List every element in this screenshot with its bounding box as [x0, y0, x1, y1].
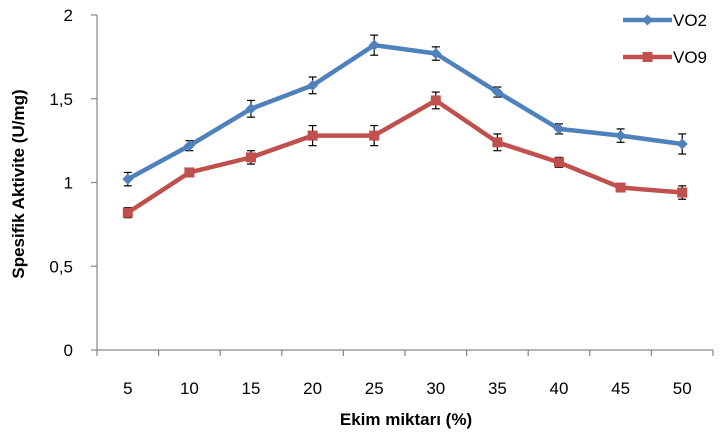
data-point [554, 157, 564, 168]
x-tick-label: 15 [242, 379, 261, 398]
data-point [491, 86, 503, 98]
data-point [246, 152, 256, 163]
y-tick-label: 1 [64, 174, 73, 193]
y-tick-label: 2 [64, 6, 73, 25]
data-point [307, 130, 318, 141]
x-tick-label: 50 [673, 379, 692, 398]
y-axis-title: Spesifik Aktivite (U/mg) [9, 89, 28, 278]
legend: VO2 VO9 [623, 11, 707, 67]
legend-label: VO2 [673, 11, 707, 30]
data-point [677, 187, 688, 198]
y-tick-label: 0 [64, 341, 73, 360]
x-tick-label: 25 [365, 379, 384, 398]
series-line [126, 42, 683, 182]
x-tick-label: 35 [488, 379, 507, 398]
data-point [183, 140, 195, 152]
x-tick-label: 45 [611, 379, 630, 398]
x-tick-label: 40 [550, 379, 569, 398]
data-point [492, 137, 503, 148]
data-point [122, 173, 134, 185]
data-point [184, 167, 195, 178]
data-point [676, 138, 688, 150]
data-point [368, 39, 380, 51]
legend-label: VO9 [673, 48, 707, 67]
data-point [307, 79, 319, 91]
x-tick-label: 10 [180, 379, 199, 398]
series-line [126, 98, 683, 215]
legend-marker [642, 14, 653, 26]
series-vo2 [122, 34, 688, 187]
legend-item: VO9 [623, 48, 707, 67]
series-vo9 [122, 91, 688, 219]
legend-item: VO2 [623, 11, 707, 30]
x-tick-labels: 5 10 15 20 25 30 35 40 45 50 [123, 379, 692, 398]
data-point [615, 182, 626, 193]
x-tick-label: 5 [123, 379, 132, 398]
x-tick-label: 30 [426, 379, 445, 398]
data-point [430, 48, 442, 60]
data-point [615, 130, 627, 142]
data-point [122, 207, 133, 218]
x-axis-title: Ekim miktarı (%) [340, 410, 472, 429]
legend-marker [642, 52, 653, 62]
y-tick-labels: 0 0,5 1 1,5 2 [49, 6, 73, 360]
data-point [553, 123, 565, 135]
y-tick-label: 1,5 [49, 90, 73, 109]
plot-area [122, 34, 688, 219]
y-tick-label: 0,5 [49, 257, 73, 276]
data-point [245, 103, 257, 115]
data-point [369, 130, 380, 141]
x-tick-label: 20 [303, 379, 322, 398]
axes [91, 14, 714, 356]
data-point [430, 95, 441, 106]
